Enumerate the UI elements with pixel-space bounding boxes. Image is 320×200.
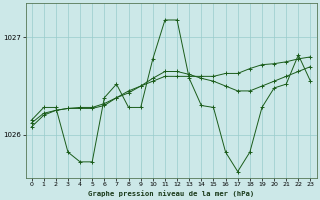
X-axis label: Graphe pression niveau de la mer (hPa): Graphe pression niveau de la mer (hPa) — [88, 190, 254, 197]
